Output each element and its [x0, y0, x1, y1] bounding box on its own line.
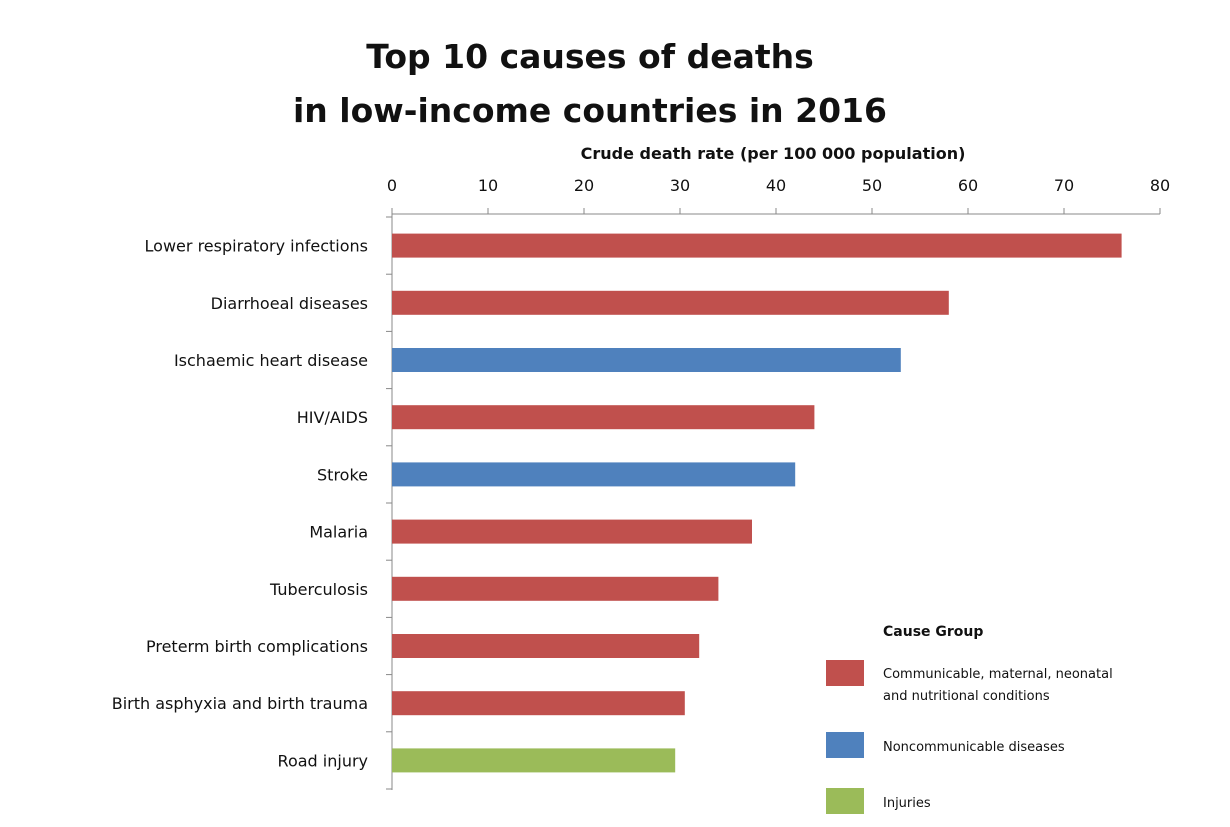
bars [392, 233, 1122, 773]
legend-label: and nutritional conditions [883, 689, 1050, 704]
category-label: Tuberculosis [269, 580, 368, 599]
x-tick-label: 30 [670, 176, 690, 195]
bar-6 [392, 519, 752, 544]
bar-10 [392, 748, 676, 773]
x-tick-label: 10 [478, 176, 498, 195]
legend-swatch [826, 660, 864, 686]
x-tick-label: 80 [1150, 176, 1170, 195]
legend-title: Cause Group [883, 624, 983, 640]
category-label: Birth asphyxia and birth trauma [112, 694, 368, 713]
bar-8 [392, 634, 700, 658]
x-tick-label: 70 [1054, 176, 1074, 195]
chart-title: Top 10 causes of deaths in low-income co… [230, 30, 950, 138]
category-label: Preterm birth complications [146, 637, 368, 656]
bar-3 [392, 348, 901, 372]
bar-9 [392, 691, 685, 716]
legend-label: Communicable, maternal, neonatal [883, 667, 1113, 682]
category-label: Malaria [309, 523, 368, 542]
x-axis-label: Crude death rate (per 100 000 population… [581, 144, 966, 163]
chart-title-line-2: in low-income countries in 2016 [293, 91, 887, 130]
category-labels: Lower respiratory infections Diarrhoeal d… [112, 237, 368, 771]
x-tick-label: 20 [574, 176, 594, 195]
bar-7 [392, 576, 719, 601]
category-label: Diarrhoeal diseases [211, 294, 368, 313]
bar-4 [392, 405, 815, 430]
legend: Cause Group Communicable, maternal, neona… [826, 624, 1113, 814]
legend-label: Injuries [883, 796, 931, 811]
legend-label: Noncommunicable diseases [883, 740, 1065, 755]
bar-1 [392, 233, 1122, 258]
legend-swatch [826, 788, 864, 814]
chart-title-line-1: Top 10 causes of deaths [366, 37, 814, 76]
category-label: Lower respiratory infections [145, 237, 368, 256]
bar-5 [392, 462, 796, 487]
x-tick-label: 40 [766, 176, 786, 195]
x-tick-label: 60 [958, 176, 978, 195]
category-label: Stroke [317, 465, 368, 484]
x-tick-label: 0 [387, 176, 397, 195]
x-axis-ticks: 0 10 20 30 40 50 60 70 80 [387, 176, 1170, 214]
bar-2 [392, 290, 949, 315]
category-label: HIV/AIDS [297, 408, 368, 427]
x-tick-label: 50 [862, 176, 882, 195]
legend-swatch [826, 732, 864, 758]
category-label: Ischaemic heart disease [174, 351, 368, 370]
category-label: Road injury [278, 751, 368, 770]
